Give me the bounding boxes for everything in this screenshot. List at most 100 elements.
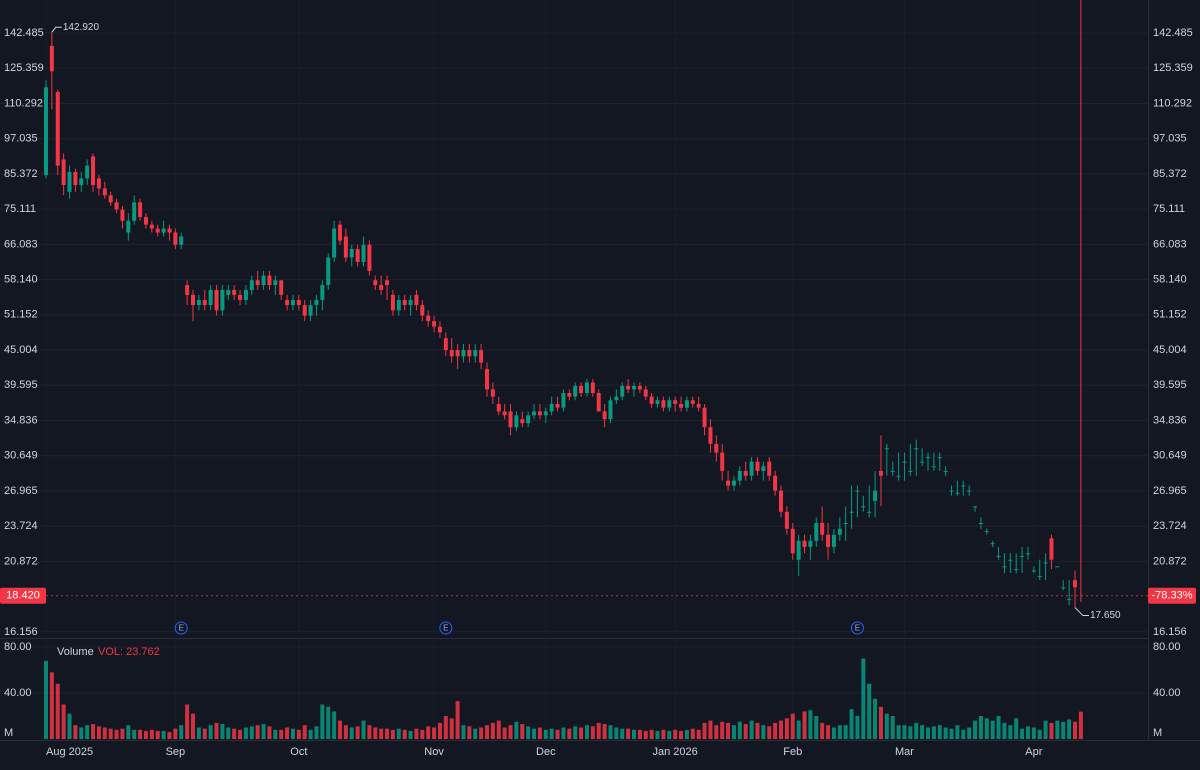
candle-body	[461, 350, 466, 357]
volume-bar	[490, 722, 495, 739]
volume-bar	[1014, 718, 1019, 739]
candle-body	[561, 393, 566, 408]
candle-body	[238, 294, 243, 300]
volume-bar	[385, 728, 390, 739]
volume-value: VOL: 23.762	[98, 646, 160, 658]
candle-body	[926, 457, 930, 459]
candle-body	[196, 299, 201, 306]
volume-bar	[502, 727, 507, 739]
volume-bar	[355, 726, 360, 739]
x-tick-label: Feb	[783, 746, 802, 758]
volume-tick-label: 40.00	[4, 687, 32, 699]
y-tick-label: 75.111	[1153, 203, 1185, 215]
candle-body	[543, 411, 548, 416]
y-tick-label: 110.292	[1153, 97, 1192, 109]
volume-bar	[761, 725, 766, 739]
volume-bar	[967, 727, 972, 739]
candle-body	[779, 490, 783, 512]
candle-body	[73, 171, 78, 186]
volume-bar	[208, 725, 213, 739]
candle-body	[420, 305, 425, 316]
candle-body	[1073, 580, 1077, 588]
candle-body	[514, 415, 519, 428]
volume-bar	[1049, 722, 1054, 739]
candle-body	[455, 350, 460, 357]
candle-body	[773, 475, 778, 491]
candle-body	[784, 511, 789, 529]
change-label: -78.33%	[1152, 590, 1193, 602]
y-tick-label: 125.359	[4, 62, 44, 74]
y-tick-label: 45.004	[4, 344, 38, 356]
y-tick-label: 125.359	[1153, 62, 1193, 74]
candle-body	[490, 389, 495, 397]
volume-bar	[55, 683, 60, 739]
volume-bar	[179, 725, 184, 739]
volume-bar	[261, 724, 266, 739]
candle-body	[302, 305, 307, 316]
candle-body	[573, 385, 578, 397]
candle-body	[1055, 566, 1060, 568]
volume-bar	[432, 727, 437, 739]
y-tick-label: 23.724	[4, 520, 38, 532]
candle-body	[214, 289, 219, 311]
candle-body	[590, 382, 595, 394]
x-tick-label: Sep	[166, 746, 186, 758]
volume-bar	[1055, 720, 1060, 739]
volume-bar	[661, 729, 666, 739]
candle-body	[820, 523, 825, 535]
candle-body	[608, 400, 613, 420]
candle-body	[85, 165, 90, 179]
volume-bar	[655, 730, 660, 739]
x-tick-label: Jan 2026	[653, 746, 698, 758]
volume-bar	[749, 720, 754, 739]
low-label: 17.650	[1090, 610, 1121, 621]
volume-bar	[473, 728, 478, 739]
candle-body	[808, 540, 813, 547]
candle-body	[367, 244, 372, 271]
candle-body	[173, 232, 178, 245]
volume-bar	[149, 729, 154, 739]
candle-body	[1014, 569, 1019, 571]
y-tick-label: 110.292	[4, 97, 43, 109]
volume-bar	[102, 727, 107, 739]
candle-body	[1031, 570, 1036, 572]
candle-body	[408, 299, 413, 306]
volume-bar	[126, 725, 131, 739]
event-label: E	[443, 624, 448, 633]
volume-bar	[390, 729, 395, 739]
volume-bar	[449, 718, 454, 739]
candle-body	[502, 411, 507, 416]
volume-bar	[755, 722, 760, 739]
candle-body	[890, 470, 895, 472]
y-tick-label: 30.649	[1153, 450, 1187, 462]
candle-body	[790, 528, 795, 554]
volume-bar	[579, 727, 584, 739]
volume-bar	[161, 730, 166, 739]
volume-bar	[349, 727, 354, 739]
candle-body	[261, 275, 266, 286]
candle-body	[96, 178, 101, 189]
candle-body	[91, 156, 96, 186]
candle-body	[655, 400, 660, 404]
volume-bar	[561, 727, 566, 739]
candle-body	[385, 280, 390, 286]
candle-body	[961, 485, 966, 487]
volume-bar	[520, 724, 525, 739]
volume-bar	[302, 725, 307, 739]
volume-bar	[937, 725, 942, 739]
last-price-label: 18.420	[6, 590, 40, 602]
candle-body	[967, 490, 972, 492]
candle-body	[308, 305, 313, 316]
volume-bar	[726, 722, 731, 739]
volume-bar	[978, 716, 983, 739]
candle-body	[285, 299, 290, 306]
candle-body	[1061, 587, 1066, 589]
event-label: E	[179, 624, 184, 633]
volume-bar	[332, 711, 337, 739]
volume-bar	[408, 730, 413, 739]
candle-body	[943, 470, 948, 472]
volume-bar	[243, 727, 248, 739]
volume-bar	[549, 728, 554, 739]
candle-body	[726, 480, 731, 486]
volume-bar	[696, 729, 701, 739]
